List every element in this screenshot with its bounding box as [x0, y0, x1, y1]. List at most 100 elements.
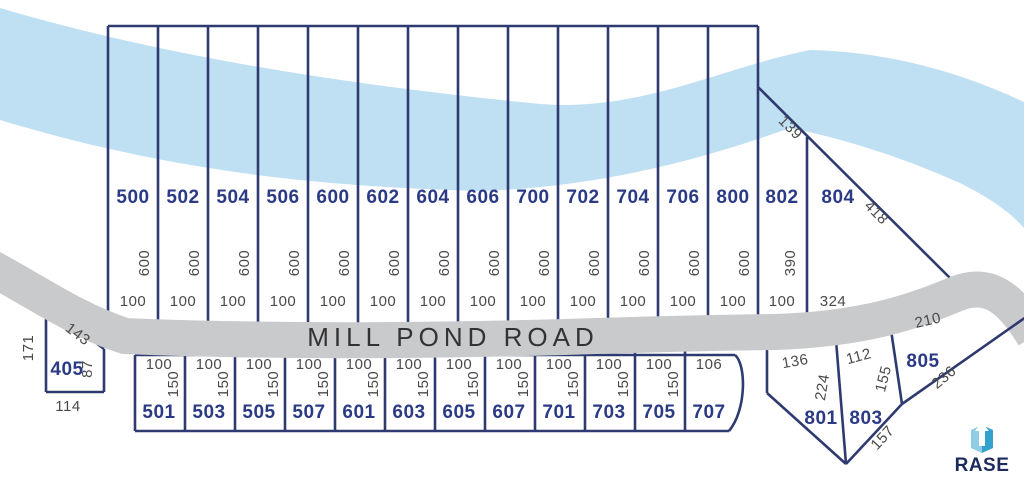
lot-605-frontage: 100	[446, 356, 473, 373]
lot-804-hypotenuse	[757, 86, 954, 282]
lot-number-707: 707	[692, 402, 725, 423]
lot-number-506: 506	[266, 187, 299, 208]
lot-606-depth: 600	[486, 250, 503, 277]
lot-number-705: 705	[642, 402, 675, 423]
lot-number-604: 604	[416, 187, 449, 208]
road-label: MILL POND ROAD	[307, 322, 599, 352]
lot-706-frontage: 100	[670, 293, 697, 310]
water-feature	[0, 8, 1024, 228]
brand-logo: RASE	[946, 422, 1018, 477]
lot-600-depth: 600	[336, 250, 353, 277]
lot-405-west-edge: 171	[20, 335, 37, 362]
lot-number-501: 501	[142, 402, 175, 423]
lot-501-depth: 150	[165, 371, 182, 398]
lot-606-frontage: 100	[470, 293, 497, 310]
lot-405-south-edge: 114	[55, 398, 80, 415]
lot-700-depth: 600	[536, 250, 553, 277]
lot-604-frontage: 100	[420, 293, 447, 310]
lot-number-505: 505	[242, 402, 275, 423]
lot-803-south-line	[845, 403, 903, 465]
lot-805-north-edge: 210	[913, 309, 943, 332]
lot-500-frontage: 100	[120, 293, 147, 310]
lot-503-frontage: 100	[196, 356, 223, 373]
lot-600-frontage: 100	[320, 293, 347, 310]
lot-501-frontage: 100	[146, 356, 173, 373]
lot-number-607: 607	[492, 402, 525, 423]
rase-box-arrow-icon	[971, 422, 993, 453]
lot-507-frontage: 100	[296, 356, 323, 373]
lot-605-depth: 150	[465, 371, 482, 398]
lot-number-801: 801	[804, 408, 837, 429]
lot-number-602: 602	[366, 187, 399, 208]
lot-803-east-line	[889, 329, 904, 405]
lower-row-corner-curve	[727, 353, 745, 432]
lot-number-500: 500	[116, 187, 149, 208]
lot-number-606: 606	[466, 187, 499, 208]
lot-number-600: 600	[316, 187, 349, 208]
lot-number-507: 507	[292, 402, 325, 423]
lot-801-east-edge: 224	[812, 373, 833, 402]
lot-705-frontage: 100	[646, 356, 673, 373]
lot-603-frontage: 100	[396, 356, 423, 373]
lot-703-depth: 150	[615, 371, 632, 398]
lot-802-frontage: 100	[769, 293, 796, 310]
lot-705-depth: 150	[665, 371, 682, 398]
lot-number-605: 605	[442, 402, 475, 423]
lot-701-frontage: 100	[546, 356, 573, 373]
lot-601-depth: 150	[365, 371, 382, 398]
lot-607-depth: 150	[515, 371, 532, 398]
road-band	[0, 252, 1024, 359]
lot-702-frontage: 100	[570, 293, 597, 310]
lot-503-depth: 150	[215, 371, 232, 398]
lot-number-802: 802	[765, 187, 798, 208]
lot-number-800: 800	[716, 187, 749, 208]
lot-805-east-line	[901, 316, 1024, 406]
lot-702-depth: 600	[586, 250, 603, 277]
lot-804-frontage: 324	[820, 293, 847, 310]
lot-number-405: 405	[50, 359, 83, 380]
lot-700-frontage: 100	[520, 293, 547, 310]
lot-602-depth: 600	[386, 250, 403, 277]
lot-706-depth: 600	[686, 250, 703, 277]
lot-506-frontage: 100	[270, 293, 297, 310]
lot-number-805: 805	[906, 351, 939, 372]
lot-number-504: 504	[216, 187, 249, 208]
lot-505-depth: 150	[265, 371, 282, 398]
lot-502-frontage: 100	[170, 293, 197, 310]
lot-603-depth: 150	[415, 371, 432, 398]
lot-number-502: 502	[166, 187, 199, 208]
lot-801-north-edge: 136	[781, 351, 810, 372]
lot-number-601: 601	[342, 402, 375, 423]
lot-number-704: 704	[616, 187, 649, 208]
lot-number-701: 701	[542, 402, 575, 423]
lot-505-frontage: 100	[246, 356, 273, 373]
lot-804-east-edge: 418	[861, 197, 892, 228]
lot-800-frontage: 100	[720, 293, 747, 310]
lot-405-east-edge: 87	[79, 360, 96, 378]
lot-801-southwest-line	[766, 392, 847, 465]
lot-number-700: 700	[516, 187, 549, 208]
lot-504-frontage: 100	[220, 293, 247, 310]
lot-504-depth: 600	[236, 250, 253, 277]
lot-507-depth: 150	[315, 371, 332, 398]
lot-601-frontage: 100	[346, 356, 373, 373]
lot-500-depth: 600	[136, 250, 153, 277]
lot-607-frontage: 100	[496, 356, 523, 373]
lot-704-depth: 600	[636, 250, 653, 277]
lot-number-702: 702	[566, 187, 599, 208]
lot-number-503: 503	[192, 402, 225, 423]
lot-502-depth: 600	[186, 250, 203, 277]
lot-602-frontage: 100	[370, 293, 397, 310]
lot-number-603: 603	[392, 402, 425, 423]
lot-803-north-edge: 112	[844, 345, 873, 368]
lot-704-frontage: 100	[620, 293, 647, 310]
lot-number-804: 804	[821, 187, 854, 208]
lot-number-706: 706	[666, 187, 699, 208]
lot-number-703: 703	[592, 402, 625, 423]
lot-803-east-edge: 155	[872, 364, 895, 394]
lot-number-803: 803	[849, 408, 882, 429]
brand-name: RASE	[954, 455, 1010, 476]
lot-801-east-line	[834, 339, 848, 465]
lot-707-frontage: 106	[696, 356, 723, 373]
